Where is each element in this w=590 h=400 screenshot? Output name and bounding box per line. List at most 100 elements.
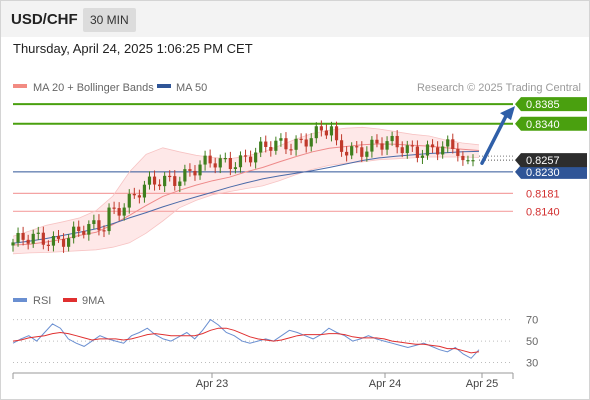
candle-body (355, 146, 359, 148)
candle-body (410, 145, 414, 147)
candle-body (309, 138, 313, 147)
level-tag-0: 0.8385 (526, 99, 560, 111)
candle-body (446, 139, 450, 147)
candle-body (147, 176, 152, 185)
candle-body (415, 146, 419, 158)
candle-body (157, 184, 162, 187)
rsi-tick-30: 30 (526, 358, 538, 370)
candle-body (163, 175, 167, 187)
candle-body (132, 193, 136, 196)
candle-body (112, 207, 116, 209)
candle-body (314, 126, 318, 139)
candle-body (117, 208, 121, 216)
legend-swatch-rsi (13, 298, 27, 302)
candle-body (436, 147, 440, 155)
rsi-grid: 70 50 30 (13, 315, 538, 370)
candle-body (390, 135, 394, 142)
candle-body (259, 141, 263, 153)
candle-body (21, 232, 25, 240)
legend-ma20-label: MA 20 + Bollinger Bands (33, 82, 154, 94)
candle-body (279, 138, 283, 141)
candle-body (61, 238, 66, 247)
candle-body (375, 139, 379, 144)
candle-body (67, 238, 71, 247)
candle-body (16, 232, 20, 243)
candle-body (97, 220, 101, 231)
candle-body (183, 169, 187, 182)
price-tags: 0.8385 0.8340 0.8230 0.8181 0.8140 0.8257 (515, 97, 587, 218)
candle-body (51, 236, 56, 246)
legend-swatch-9ma (63, 298, 77, 302)
candle-body (420, 155, 425, 158)
candle-body (248, 156, 253, 163)
candle-body (168, 175, 172, 178)
last-price-tag: 0.8257 (526, 155, 560, 167)
level-tag-3: 0.8181 (526, 188, 560, 200)
bollinger-band-area (13, 127, 479, 254)
candle-body (102, 230, 106, 232)
candle-body (137, 195, 141, 198)
x-tick-label-1: Apr 24 (369, 378, 401, 390)
candle-body (122, 207, 126, 216)
chart-header: USD/CHF 30 MIN (1, 1, 589, 37)
moving-averages (12, 126, 480, 255)
candle-body (451, 139, 455, 150)
candle-body (193, 170, 197, 176)
price-chart: MA 20 + Bollinger Bands MA 50 Research ©… (11, 82, 587, 255)
x-tick-label-0: Apr 23 (196, 378, 228, 390)
candle-body (289, 149, 293, 151)
candle-body (26, 239, 30, 244)
level-tag-2: 0.8230 (526, 167, 560, 179)
candle-body (173, 176, 177, 186)
candle-body (274, 140, 278, 151)
projection-arrow-shaft (480, 112, 509, 165)
symbol-title: USD/CHF (11, 11, 78, 28)
candle-body (243, 155, 248, 157)
candle-body (304, 139, 308, 147)
candle-body (471, 160, 475, 162)
legend-swatch-ma20 (13, 84, 27, 88)
candle-body (223, 157, 227, 160)
candle-body (456, 149, 460, 156)
candle-body (107, 207, 111, 232)
candle-body (77, 226, 81, 232)
candle-body (178, 181, 182, 186)
legend-swatch-ma50 (157, 84, 171, 88)
ma20-line (12, 143, 480, 246)
level-tag-bg-1 (515, 116, 587, 131)
candle-body (294, 138, 298, 150)
chart-datetime: Thursday, April 24, 2025 1:06:25 PM CET (13, 41, 253, 56)
bollinger-bands (13, 127, 479, 254)
candle-body (11, 242, 15, 246)
candle-body (87, 224, 91, 235)
candle-body (56, 236, 61, 239)
candle-body (264, 141, 268, 147)
candle-body (425, 144, 430, 156)
legend-rsi-label: RSI (33, 295, 51, 307)
rsi-chart: RSI 9MA 70 50 30 Apr 23 Apr 24 Apr 25 (12, 295, 538, 390)
candle-body (46, 244, 50, 246)
candle-body (329, 126, 334, 136)
projection-arrow (480, 106, 515, 165)
candle-body (339, 140, 344, 152)
rsi-tick-70: 70 (526, 315, 538, 327)
candle-body (461, 155, 465, 161)
candle-body (345, 151, 349, 156)
timeframe-badge[interactable]: 30 MIN (83, 8, 136, 32)
candle-body (324, 130, 329, 136)
candle-body (385, 141, 389, 150)
candle-body (41, 232, 45, 245)
rsi-line (12, 318, 480, 359)
legend-ma50-label: MA 50 (176, 82, 207, 94)
candle-body (152, 176, 157, 185)
candle-body (269, 146, 273, 151)
level-tag-bg-0 (515, 97, 587, 112)
candle-body (299, 138, 303, 140)
candle-body (188, 169, 192, 171)
level-tag-bg-2 (515, 164, 587, 179)
candle-body (31, 233, 35, 244)
candle-body (254, 152, 258, 163)
watermark: Research © 2025 Trading Central (417, 82, 581, 94)
candlesticks (11, 120, 475, 253)
